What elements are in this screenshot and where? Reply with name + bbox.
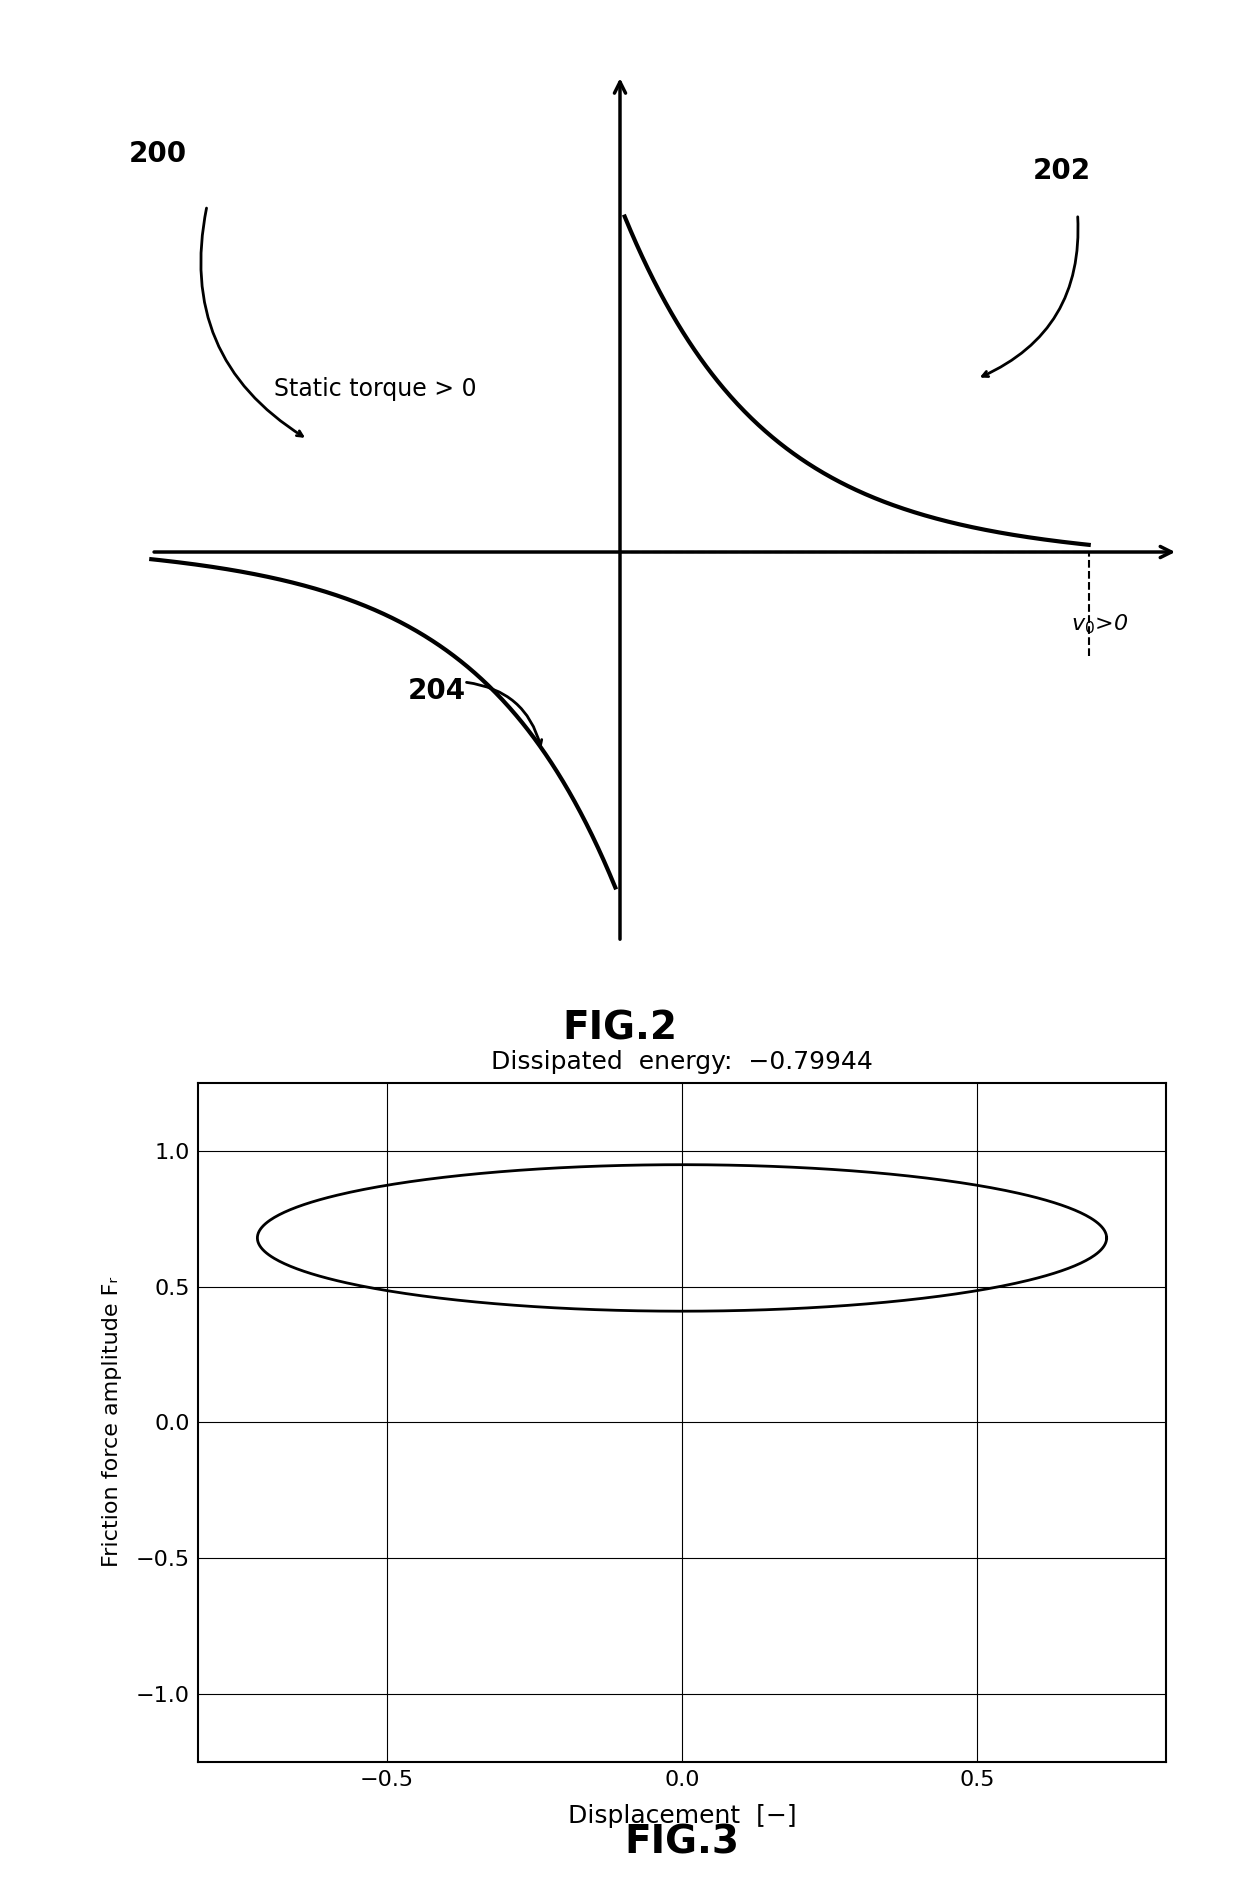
Text: 202: 202: [1033, 158, 1091, 185]
Text: 204: 204: [408, 678, 466, 705]
X-axis label: Displacement  [−]: Displacement [−]: [568, 1803, 796, 1827]
Text: $v_0$>0: $v_0$>0: [1071, 612, 1128, 635]
Text: FIG.2: FIG.2: [563, 1010, 677, 1048]
Text: FIG.3: FIG.3: [625, 1824, 739, 1861]
Title: Dissipated  energy:  −0.79944: Dissipated energy: −0.79944: [491, 1051, 873, 1074]
Text: Static torque > 0: Static torque > 0: [274, 377, 476, 401]
Y-axis label: Friction force amplitude Fᵣ: Friction force amplitude Fᵣ: [102, 1277, 122, 1567]
Text: 200: 200: [129, 139, 187, 168]
